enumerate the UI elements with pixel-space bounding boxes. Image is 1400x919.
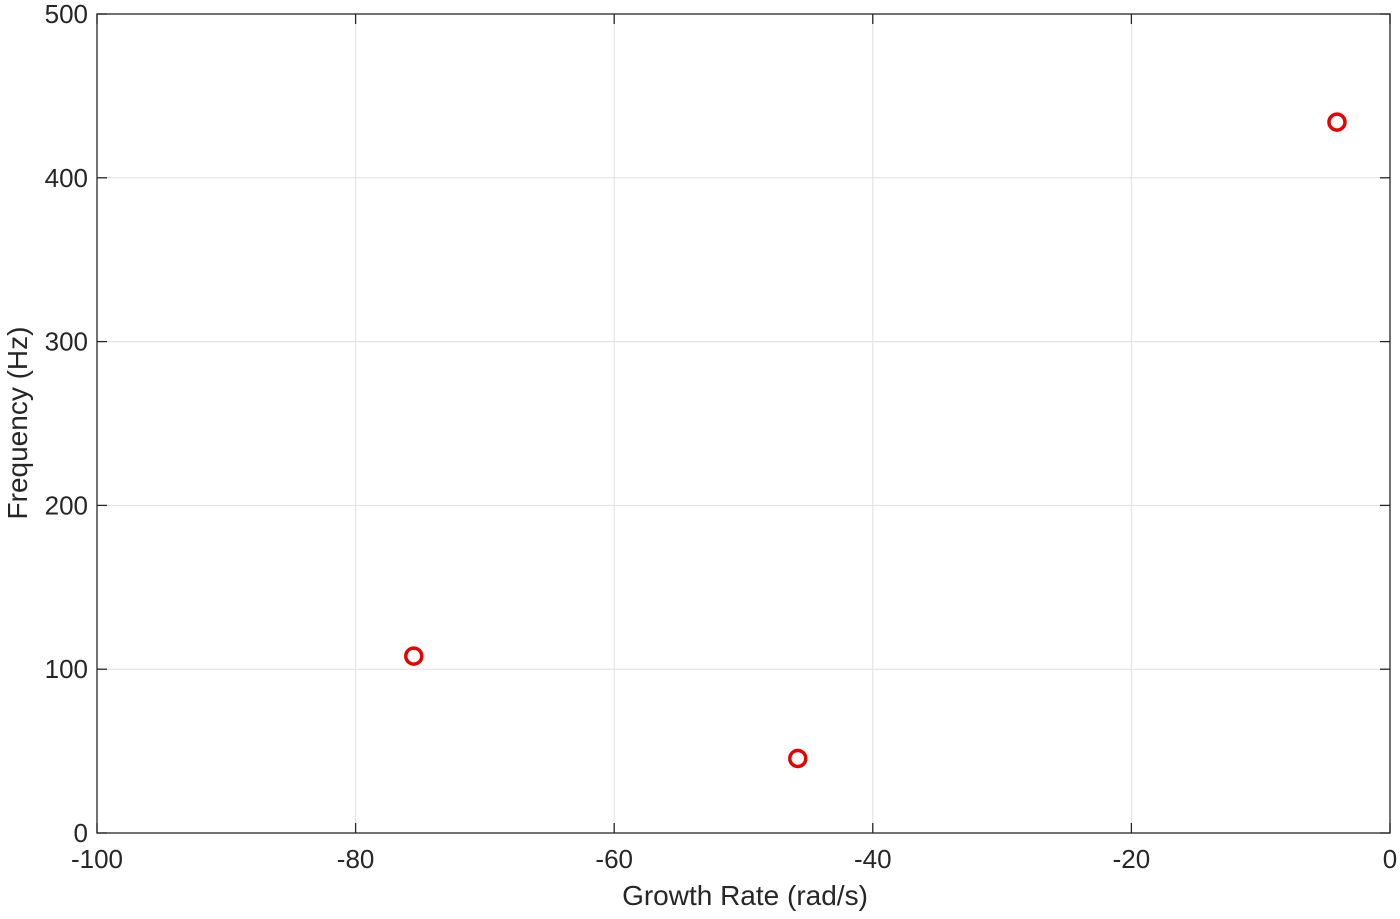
data-point [404, 646, 424, 666]
y-tick-label: 500 [45, 0, 88, 29]
y-tick-label: 0 [74, 818, 88, 848]
x-tick-label: -100 [71, 844, 123, 874]
axes-box [96, 13, 1391, 834]
y-axis-label: Frequency (Hz) [2, 327, 33, 520]
y-tick-label: 300 [45, 327, 88, 357]
y-tick-label: 400 [45, 163, 88, 193]
x-tick-label: -60 [595, 844, 633, 874]
x-tick-label: -80 [337, 844, 375, 874]
x-tick-label: -20 [1113, 844, 1151, 874]
y-tick-label: 200 [45, 490, 88, 520]
tick-labels: -100 -80 -60 -40 -20 0 0 100 200 300 400 500 [45, 0, 1398, 874]
x-tick-label: -40 [854, 844, 892, 874]
x-tick-label: 0 [1383, 844, 1397, 874]
y-tick-label: 100 [45, 654, 88, 684]
axes-frame [96, 13, 1391, 834]
data-points [404, 112, 1347, 769]
data-point [1327, 112, 1347, 132]
x-axis-label: Growth Rate (rad/s) [622, 880, 868, 911]
data-point [788, 748, 808, 769]
grid-lines [97, 14, 1390, 833]
